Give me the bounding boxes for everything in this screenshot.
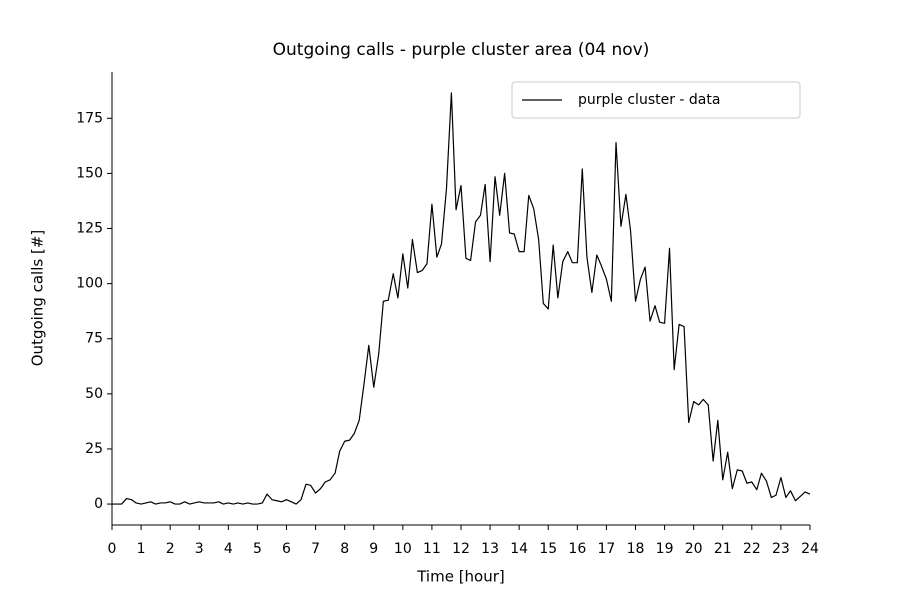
x-tick-label: 14 [510, 541, 528, 557]
x-tick-label: 23 [772, 541, 790, 557]
x-tick-label: 9 [369, 541, 378, 557]
x-tick-label: 24 [801, 541, 819, 557]
x-tick-label: 0 [108, 541, 117, 557]
x-tick-label: 11 [423, 541, 441, 557]
chart-title: Outgoing calls - purple cluster area (04… [273, 40, 650, 60]
x-tick-label: 15 [539, 541, 557, 557]
x-tick-label: 12 [452, 541, 470, 557]
x-tick-label: 22 [743, 541, 761, 557]
y-axis-label: Outgoing calls [#] [29, 230, 47, 367]
x-tick-label: 13 [481, 541, 499, 557]
x-tick-label: 20 [685, 541, 703, 557]
y-tick-label: 175 [76, 110, 103, 126]
legend-label: purple cluster - data [578, 92, 720, 108]
x-tick-label: 2 [166, 541, 175, 557]
x-tick-label: 1 [137, 541, 146, 557]
y-tick-label: 125 [76, 221, 103, 237]
x-tick-label: 10 [394, 541, 412, 557]
x-tick-label: 21 [714, 541, 732, 557]
y-tick-label: 25 [85, 441, 103, 457]
x-tick-label: 3 [195, 541, 204, 557]
x-tick-label: 4 [224, 541, 233, 557]
y-tick-label: 50 [85, 386, 103, 402]
x-tick-label: 5 [253, 541, 262, 557]
x-tick-label: 8 [340, 541, 349, 557]
legend-box [511, 81, 801, 119]
x-tick-label: 16 [568, 541, 586, 557]
data-line [112, 92, 811, 505]
x-tick-label: 18 [627, 541, 645, 557]
y-tick-label: 0 [94, 496, 103, 512]
y-tick-label: 75 [85, 331, 103, 347]
x-tick-label: 17 [598, 541, 616, 557]
x-tick-label: 19 [656, 541, 674, 557]
y-tick-label: 150 [76, 165, 103, 181]
x-axis-label: Time [hour] [416, 568, 505, 586]
x-tick-label: 7 [311, 541, 320, 557]
x-tick-label: 6 [282, 541, 291, 557]
y-tick-label: 100 [76, 276, 103, 292]
